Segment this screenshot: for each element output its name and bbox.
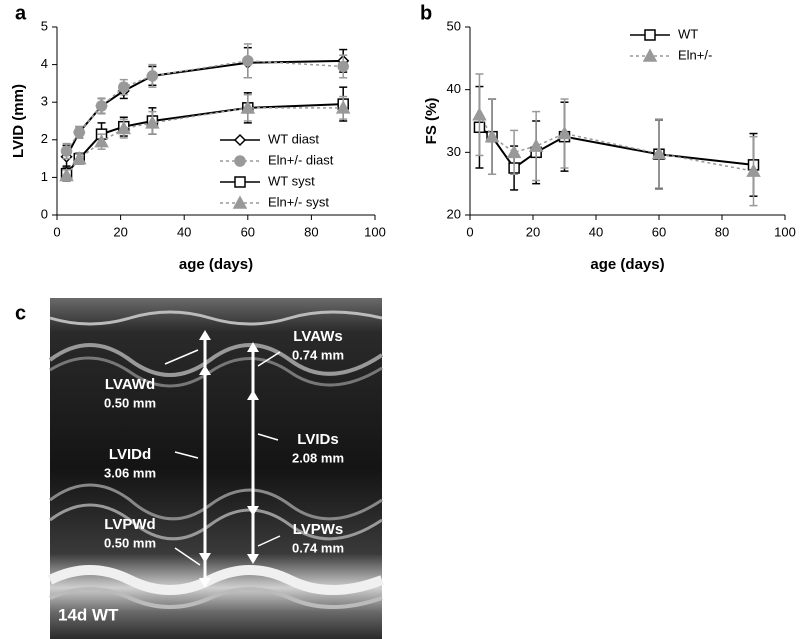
marker: [240, 100, 256, 114]
marker: [335, 100, 351, 114]
x-tick-label: 80: [715, 224, 729, 239]
annotation-label: LVAWd: [105, 376, 155, 393]
annotation-label: LVPWs: [293, 521, 344, 538]
y-tick-label: 50: [447, 18, 461, 33]
annotation-value: 0.50 mm: [104, 395, 156, 410]
legend-label: WT syst: [268, 173, 315, 188]
marker: [146, 70, 159, 82]
annotation-label: LVIDd: [109, 446, 151, 463]
y-tick-label: 0: [41, 206, 48, 221]
x-tick-label: 100: [774, 224, 796, 239]
annotation-value: 0.74 mm: [292, 540, 344, 555]
marker: [94, 134, 109, 148]
marker: [95, 100, 108, 112]
y-tick-label: 1: [41, 169, 48, 184]
x-axis-title: age (days): [179, 256, 253, 273]
marker: [651, 146, 667, 160]
annotation-label: LVAWs: [293, 328, 342, 345]
x-tick-label: 60: [652, 224, 666, 239]
image-caption: 14d WT: [58, 605, 119, 624]
legend-label: WT diast: [268, 131, 319, 146]
x-tick-label: 0: [53, 224, 60, 239]
x-tick-label: 60: [241, 224, 255, 239]
x-tick-label: 80: [304, 224, 318, 239]
panel-label: c: [15, 302, 26, 324]
x-tick-label: 20: [113, 224, 127, 239]
legend-marker: [234, 155, 246, 167]
marker: [506, 144, 522, 159]
marker: [557, 125, 572, 140]
y-tick-label: 30: [447, 144, 461, 159]
x-tick-label: 20: [526, 224, 540, 239]
marker: [528, 138, 544, 152]
marker: [337, 60, 349, 73]
marker: [73, 126, 86, 139]
marker: [242, 55, 254, 67]
legend-label: Eln+/- diast: [268, 152, 334, 167]
legend-marker: [644, 29, 656, 41]
marker: [60, 145, 73, 157]
series-line: [478, 126, 754, 170]
y-axis-title: FS (%): [423, 98, 440, 145]
annotation-value: 3.06 mm: [104, 465, 156, 480]
y-tick-label: 3: [41, 94, 48, 109]
marker: [59, 167, 74, 182]
legend-marker: [234, 176, 246, 188]
ultrasound-image: [47, 298, 384, 639]
legend-marker: [232, 195, 248, 209]
marker: [472, 107, 487, 121]
marker: [145, 115, 160, 129]
x-axis-title: age (days): [590, 256, 664, 273]
legend-marker: [642, 48, 658, 62]
marker: [746, 163, 761, 177]
annotation-value: 2.08 mm: [292, 450, 344, 465]
legend-marker: [233, 133, 247, 147]
annotation-label: LVPWd: [104, 516, 155, 533]
panel-label: a: [15, 2, 27, 24]
legend-label: WT: [678, 26, 698, 41]
marker: [116, 120, 132, 135]
y-tick-label: 40: [447, 81, 461, 96]
annotation-value: 0.74 mm: [292, 347, 344, 362]
y-tick-label: 20: [447, 206, 461, 221]
y-tick-label: 4: [41, 56, 48, 71]
x-tick-label: 0: [466, 224, 473, 239]
marker: [71, 151, 87, 165]
marker: [118, 81, 130, 93]
annotation-label: LVIDs: [297, 431, 338, 448]
x-tick-label: 100: [364, 224, 386, 239]
y-tick-label: 2: [41, 131, 48, 146]
marker: [484, 129, 500, 143]
legend-label: Eln+/-: [678, 47, 712, 62]
x-tick-label: 40: [177, 224, 191, 239]
x-tick-label: 40: [589, 224, 603, 239]
legend-label: Eln+/- syst: [268, 194, 329, 209]
panel-label: b: [420, 2, 432, 24]
y-axis-title: LVID (mm): [10, 84, 27, 158]
annotation-value: 0.50 mm: [104, 535, 156, 550]
y-tick-label: 5: [41, 18, 48, 33]
